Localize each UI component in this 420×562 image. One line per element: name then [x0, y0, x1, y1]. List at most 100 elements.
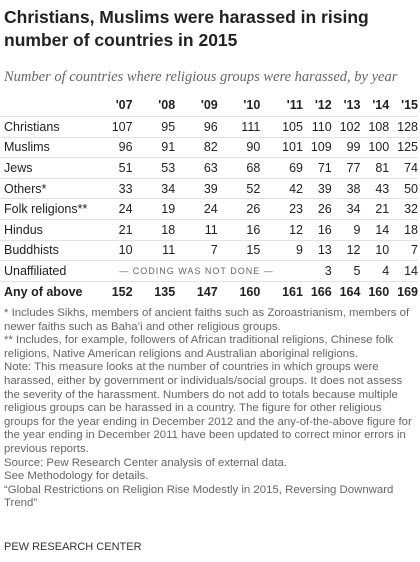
cell-value: 15 [217, 240, 261, 262]
row-label: Jews [0, 157, 90, 179]
cell-value: 10 [360, 240, 390, 262]
cell-value: 13 [302, 240, 332, 262]
cell-value: 164 [331, 280, 361, 302]
cell-value: 161 [260, 280, 303, 302]
footnote: * Includes Sikhs, members of ancient fai… [4, 307, 410, 333]
cell-value: 23 [260, 198, 303, 220]
header-row: '07'08'09'10'11'12'13'14'15 [0, 94, 418, 117]
cell-value: 11 [175, 219, 218, 241]
cell-value: 147 [175, 280, 218, 302]
cell-value: 169 [389, 280, 418, 302]
cell-value: 7 [389, 240, 418, 262]
cell-value: 16 [217, 219, 261, 241]
cell-value: 14 [360, 219, 390, 241]
cell-value: 160 [360, 280, 390, 302]
cell-value: 77 [331, 157, 361, 179]
row-label: Muslims [0, 137, 90, 159]
column-header: '07 [90, 94, 133, 117]
column-header: '09 [175, 94, 218, 117]
footnote: ** Includes, for example, followers of A… [4, 334, 394, 360]
cell-value: 81 [360, 157, 390, 179]
row-label: Christians [0, 116, 90, 138]
cell-value: 34 [331, 198, 361, 220]
column-header: '15 [389, 94, 418, 117]
cell-value: 105 [260, 116, 303, 138]
cell-value: 39 [175, 178, 218, 200]
cell-value: 26 [302, 198, 332, 220]
cell-value: 90 [217, 137, 261, 159]
cell-value: 110 [302, 116, 332, 138]
cell-value: 9 [260, 240, 303, 262]
cell-value: 52 [217, 178, 261, 200]
table-row: Buddhists 10 11 7 15 9 13 12 10 7 [0, 240, 418, 262]
table-row: Jews 51 53 63 68 69 71 77 81 74 [0, 157, 418, 179]
cell-value: 18 [389, 219, 418, 241]
cell-value: 95 [132, 116, 176, 138]
cell-value: 21 [360, 198, 390, 220]
cell-value: 34 [132, 178, 176, 200]
cell-value: 51 [90, 157, 133, 179]
table-row: Any of above 152 135 147 160 161 166 164 160 169 [0, 280, 418, 302]
cell-value: 100 [360, 137, 390, 159]
cell-value: 33 [90, 178, 133, 200]
cell-value: 74 [389, 157, 418, 179]
row-label: Folk religions** [0, 198, 90, 220]
cell-value: 109 [302, 137, 332, 159]
footnote: “Global Restrictions on Religion Rise Mo… [4, 483, 394, 510]
cell-value: 128 [389, 116, 418, 138]
row-label: Hindus [0, 219, 90, 241]
cell-value: 166 [302, 280, 332, 302]
cell-value: 5 [331, 260, 361, 282]
footer: PEW RESEARCH CENTER [4, 541, 142, 553]
table-row: Hindus 21 18 11 16 12 16 9 14 18 [0, 219, 418, 241]
row-label: Unaffiliated [0, 260, 90, 282]
cell-value: 71 [302, 157, 332, 179]
cell-value: 3 [302, 260, 332, 282]
subtitle: Number of countries where religious grou… [4, 69, 398, 85]
cell-value: 26 [217, 198, 261, 220]
cell-value: 14 [389, 260, 418, 282]
cell-value: 24 [175, 198, 218, 220]
cell-value: 18 [132, 219, 176, 241]
cell-value: 152 [90, 280, 133, 302]
table-row: Muslims 96 91 82 90 101 109 99 100 125 [0, 137, 418, 159]
cell-value: 102 [331, 116, 361, 138]
cell-value: 4 [360, 260, 390, 282]
title: Christians, Muslims were harassed in ris… [4, 7, 369, 50]
table-row: Unaffiliated — CODING WAS NOT DONE —3 5 4 14 [0, 260, 418, 282]
footnote: See Methodology for details. [4, 470, 149, 483]
corner-cell [0, 94, 90, 117]
cell-value: 50 [389, 178, 418, 200]
cell-value: 53 [132, 157, 176, 179]
footnote: Note: This measure looks at the number o… [4, 361, 412, 455]
footnotes: * Includes Sikhs, members of ancient fai… [4, 307, 414, 511]
cell-value: 32 [389, 198, 418, 220]
cell-value: 107 [90, 116, 133, 138]
cell-value: 91 [132, 137, 176, 159]
cell-value: 96 [90, 137, 133, 159]
column-header: '10 [217, 94, 261, 117]
column-header: '12 [302, 94, 332, 117]
column-header: '08 [132, 94, 176, 117]
cell-value: 82 [175, 137, 218, 159]
row-label: Others* [0, 178, 90, 200]
cell-value: 108 [360, 116, 390, 138]
column-header: '14 [360, 94, 390, 117]
cell-value: 12 [260, 219, 303, 241]
cell-value: 24 [90, 198, 133, 220]
cell-value: 11 [132, 240, 176, 262]
footnote: Source: Pew Research Center analysis of … [4, 456, 288, 469]
cell-value: 9 [331, 219, 361, 241]
cell-value: 101 [260, 137, 303, 159]
cell-value: 21 [90, 219, 133, 241]
cell-value: 135 [132, 280, 176, 302]
cell-value: 42 [260, 178, 303, 200]
column-header: '13 [331, 94, 361, 117]
data-table: '07'08'09'10'11'12'13'14'15 Christians 107… [0, 94, 418, 302]
cell-value: 19 [132, 198, 176, 220]
cell-value: 43 [360, 178, 390, 200]
table-row: Others* 33 34 39 52 42 39 38 43 50 [0, 178, 418, 200]
row-label: Any of above [0, 280, 90, 302]
cell-value: 16 [302, 219, 332, 241]
